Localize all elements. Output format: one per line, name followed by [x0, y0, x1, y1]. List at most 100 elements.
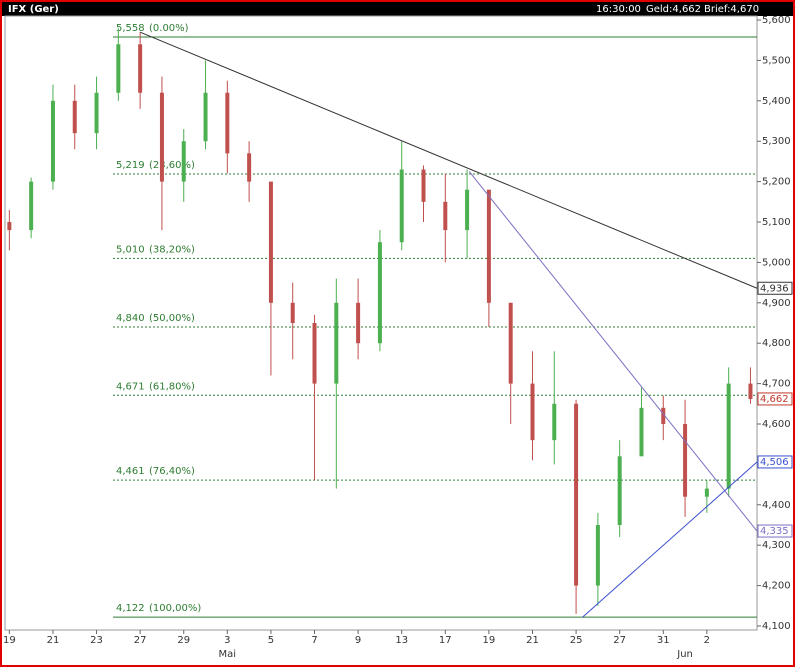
candle-body	[181, 141, 186, 182]
candle-body	[465, 189, 470, 231]
candle-body	[94, 92, 99, 134]
trendline-end-label-box	[757, 524, 793, 538]
y-tick-label: 5,300	[762, 136, 791, 147]
trendline-end-label-box	[757, 281, 793, 295]
trendline	[468, 171, 758, 532]
candle-body	[356, 302, 361, 344]
candle-body	[72, 100, 77, 134]
y-tick-label: 4,400	[762, 500, 791, 511]
candle-body	[574, 403, 579, 586]
candle-body	[552, 403, 557, 441]
candle-body	[247, 153, 252, 182]
candle-body	[225, 92, 230, 154]
trendline-end-label: 4,936	[760, 283, 789, 294]
x-tick-label: 21	[526, 635, 539, 646]
x-tick-label: 13	[395, 635, 408, 646]
candle-body	[508, 302, 513, 384]
candle-body	[116, 44, 121, 93]
fib-value-label: 4,461	[116, 466, 145, 477]
x-tick-label: 19	[483, 635, 496, 646]
y-tick-label: 4,900	[762, 298, 791, 309]
trendline-end-label: 4,335	[760, 526, 789, 537]
fib-pct-label: (0.00%)	[149, 23, 189, 34]
y-tick-label: 4,600	[762, 419, 791, 430]
x-tick-label: 19	[3, 635, 16, 646]
x-tick-label: 25	[570, 635, 583, 646]
candle-body	[748, 383, 753, 399]
fib-value-label: 4,840	[116, 313, 145, 324]
x-tick-label: 2	[704, 635, 710, 646]
header-bar	[2, 2, 793, 16]
fib-pct-label: (50,00%)	[149, 313, 195, 324]
x-tick-label: 27	[134, 635, 147, 646]
y-tick-label: 5,200	[762, 177, 791, 188]
y-tick-label: 4,200	[762, 581, 791, 592]
x-tick-label: 27	[613, 635, 626, 646]
x-tick-label: 3	[224, 635, 230, 646]
candle-body	[661, 407, 666, 424]
candle-body	[159, 92, 164, 182]
fib-pct-label: (23,60%)	[149, 160, 195, 171]
candle-body	[683, 423, 688, 497]
fib-pct-label: (76,40%)	[149, 466, 195, 477]
trendline	[582, 461, 758, 618]
fib-pct-label: (100,00%)	[149, 603, 201, 614]
candle-body	[268, 181, 273, 303]
candle-body	[29, 181, 34, 231]
candle-body	[639, 407, 644, 457]
fib-pct-label: (38,20%)	[149, 244, 195, 255]
candle-body	[312, 323, 317, 384]
candle-body	[138, 44, 143, 93]
y-tick-label: 5,000	[762, 257, 791, 268]
x-tick-label: 17	[439, 635, 452, 646]
header-ask: Brief:4,670	[704, 4, 759, 15]
trendline	[139, 31, 758, 289]
y-tick-label: 5,100	[762, 217, 791, 228]
candle-body	[595, 524, 600, 586]
y-tick-label: 5,400	[762, 96, 791, 107]
month-label: Jun	[676, 649, 693, 660]
x-tick-label: 21	[47, 635, 60, 646]
candle-body	[726, 383, 731, 489]
month-label: Mai	[219, 649, 237, 660]
candle-body	[7, 222, 12, 231]
y-tick-label: 4,800	[762, 338, 791, 349]
candle-body	[530, 383, 535, 441]
y-tick-label: 5,600	[762, 15, 791, 26]
candle-body	[704, 488, 709, 497]
trendline-end-label: 4,506	[760, 457, 789, 468]
x-tick-label: 23	[90, 635, 103, 646]
x-tick-label: 29	[177, 635, 190, 646]
fib-value-label: 5,010	[116, 244, 145, 255]
fib-value-label: 5,558	[116, 23, 145, 34]
candle-body	[377, 242, 382, 344]
candle-body	[203, 92, 208, 142]
candle-body	[50, 100, 55, 182]
fib-pct-label: (61,80%)	[149, 381, 195, 392]
x-tick-label: 9	[355, 635, 361, 646]
candle-body	[399, 169, 404, 243]
candle-body	[443, 201, 448, 231]
last-price-label-box	[757, 392, 793, 406]
y-tick-label: 5,500	[762, 55, 791, 66]
candle-body	[290, 302, 295, 323]
last-price-label: 4,662	[760, 394, 789, 405]
candle-body	[486, 189, 491, 303]
candle-body	[421, 169, 426, 202]
y-tick-label: 4,300	[762, 540, 791, 551]
header-time: 16:30:00	[596, 4, 641, 15]
trendline-end-label-box	[757, 455, 793, 469]
x-tick-label: 31	[657, 635, 670, 646]
candle-body	[617, 456, 622, 525]
fib-value-label: 4,122	[116, 603, 145, 614]
x-tick-label: 7	[311, 635, 317, 646]
fib-value-label: 5,219	[116, 160, 145, 171]
header-bid: Geld:4,662	[646, 4, 701, 15]
candle-body	[334, 302, 339, 384]
header-title: IFX (Ger)	[8, 4, 59, 15]
fib-value-label: 4,671	[116, 381, 145, 392]
y-tick-label: 4,700	[762, 379, 791, 390]
y-tick-label: 4,100	[762, 621, 791, 632]
x-tick-label: 5	[268, 635, 274, 646]
